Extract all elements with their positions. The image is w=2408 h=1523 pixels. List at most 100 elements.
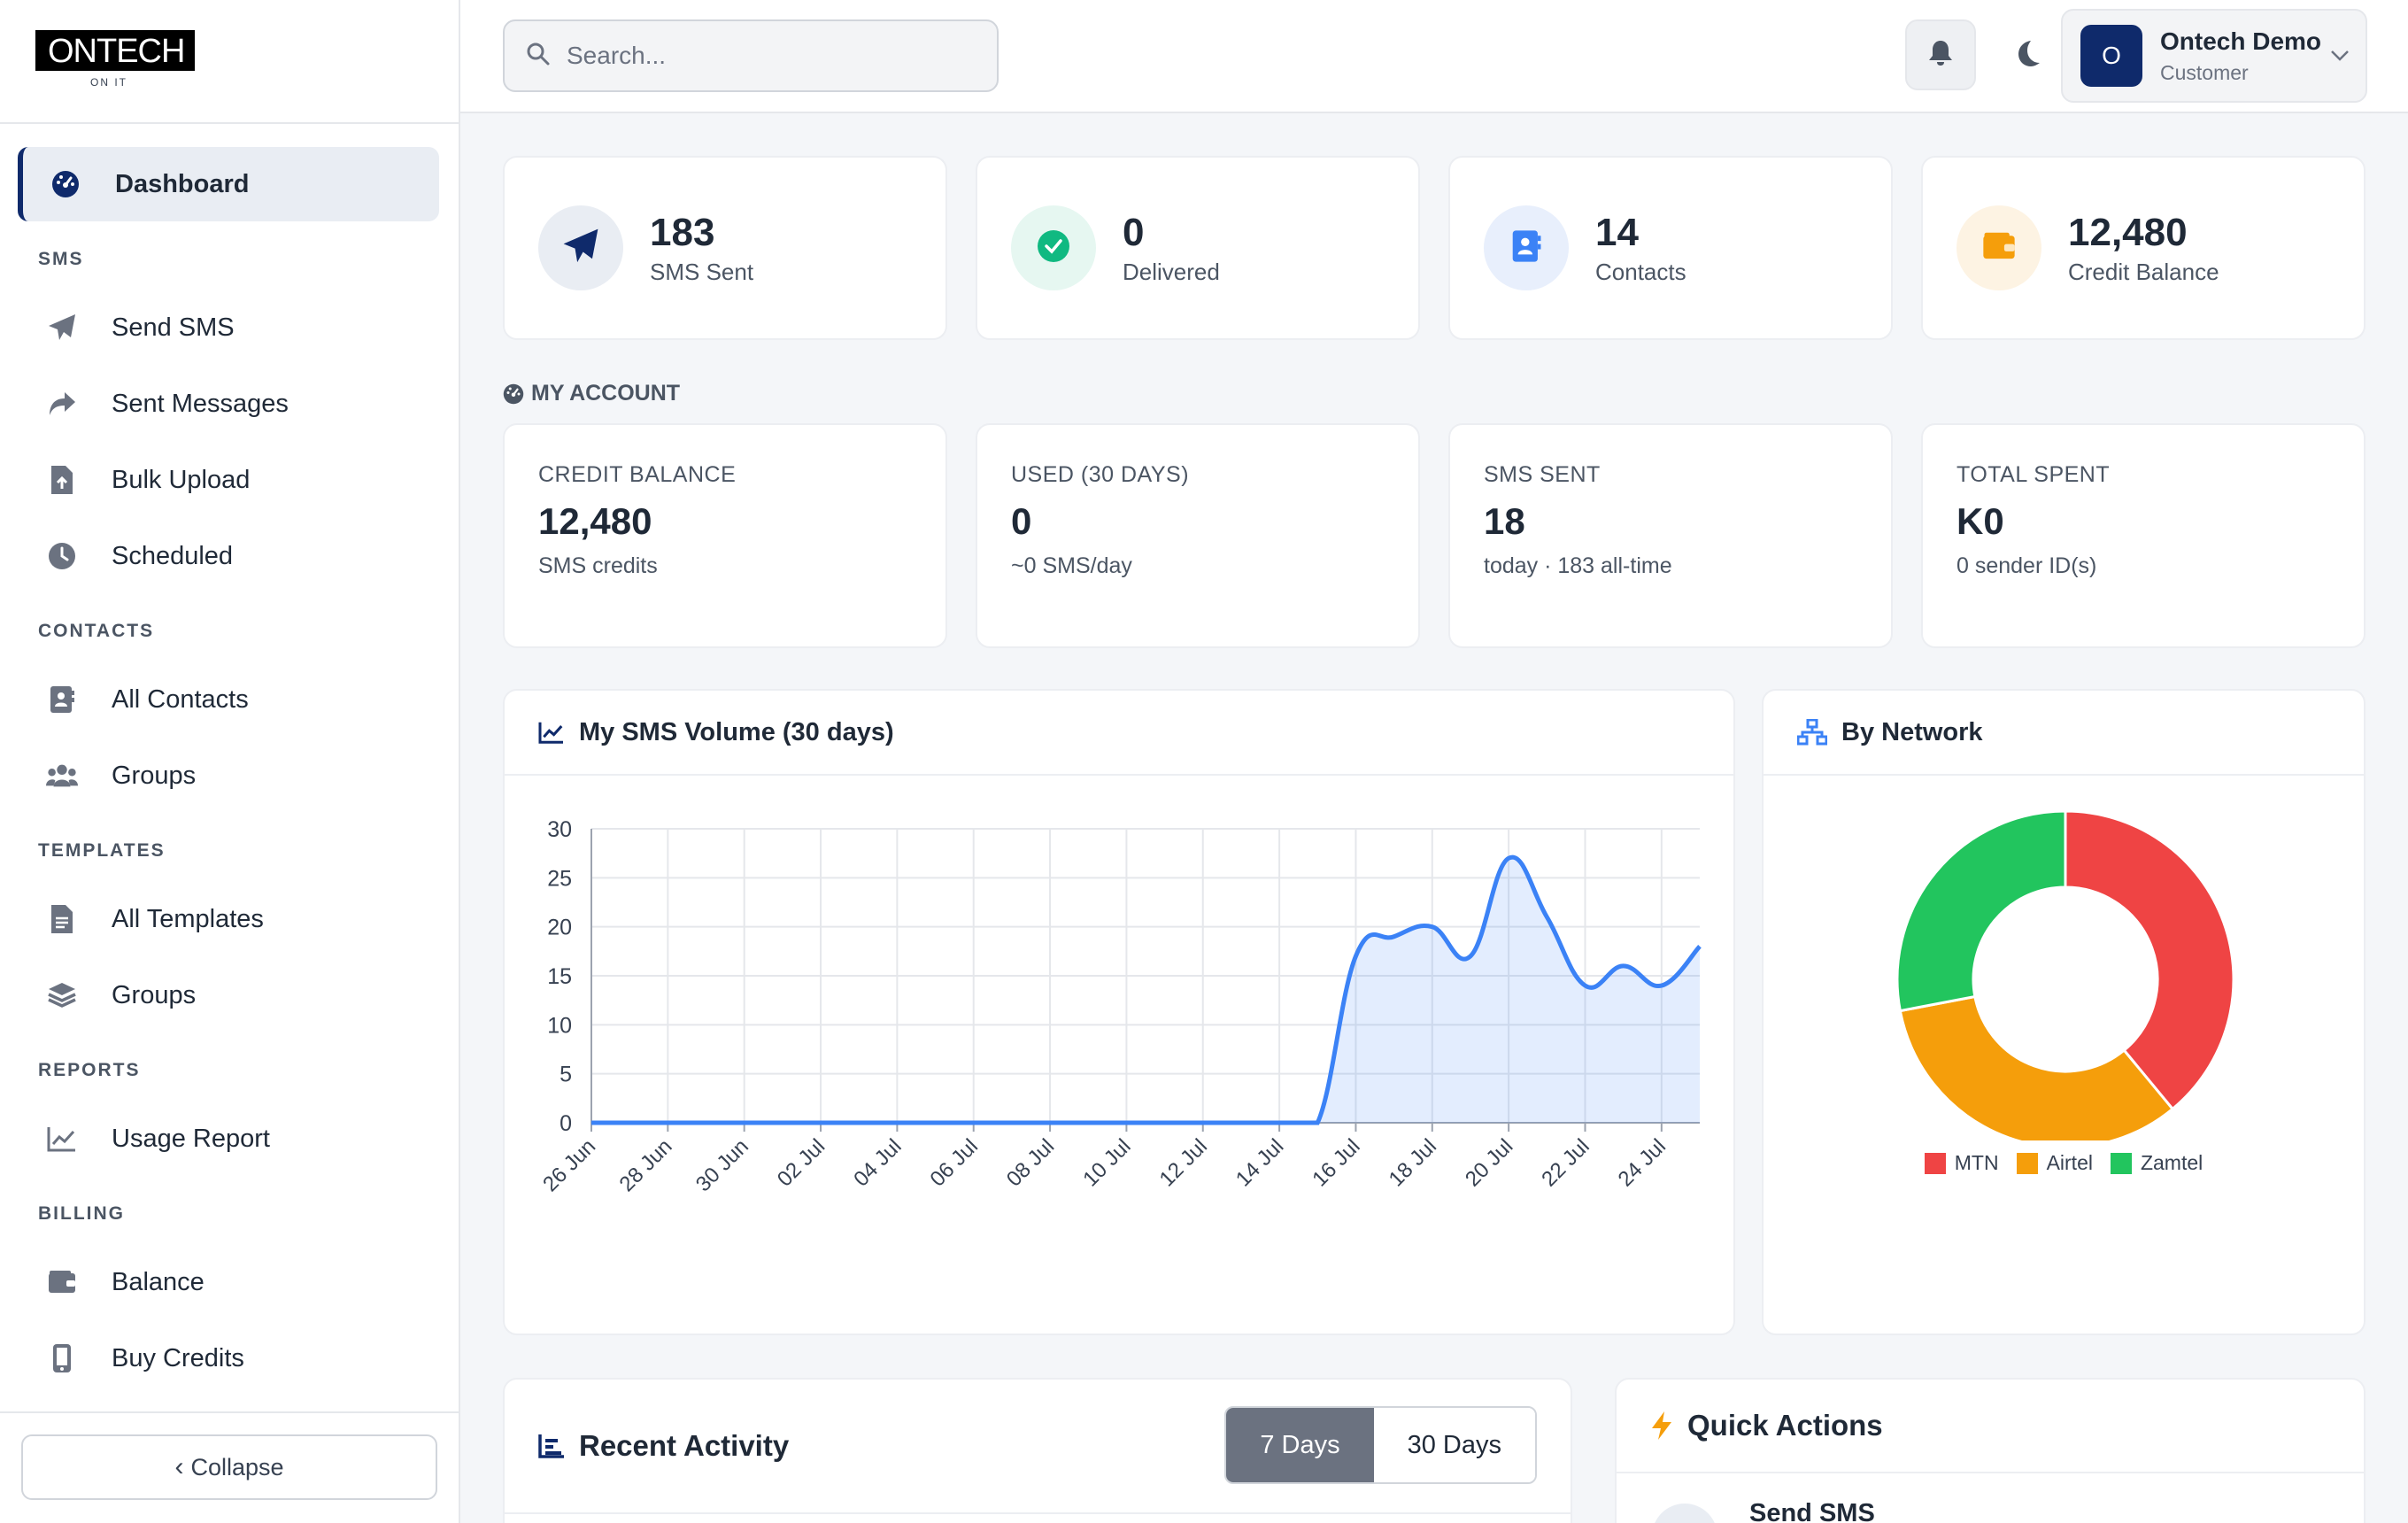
account-card-sub: 0 sender ID(s)	[1956, 553, 2097, 578]
legend-label: Zamtel	[2140, 1151, 2203, 1174]
sidebar-item-balance[interactable]: Balance	[18, 1245, 439, 1319]
sidebar-item-all-contacts[interactable]: All Contacts	[18, 662, 439, 737]
paper-plane-icon	[46, 312, 78, 344]
layers-icon	[46, 979, 78, 1011]
search-input[interactable]	[567, 42, 974, 70]
sidebar-item-sent-messages[interactable]: Sent Messages	[18, 367, 439, 441]
quick-action-send-sms[interactable]: Send SMS	[1652, 1499, 1875, 1523]
account-card-value: 18	[1484, 500, 1525, 542]
sidebar-item-label: Groups	[112, 980, 197, 1009]
quick-action-icon	[1652, 1504, 1717, 1523]
line-chart-icon	[538, 721, 565, 744]
account-card-label: CREDIT BALANCE	[538, 462, 737, 487]
notifications-button[interactable]	[1905, 19, 1976, 90]
y-tick-label: 15	[547, 964, 572, 989]
stat-label: Delivered	[1123, 258, 1220, 285]
sidebar-item-label: All Templates	[112, 904, 264, 933]
sidebar-item-send-sms[interactable]: Send SMS	[18, 290, 439, 365]
x-tick-label: 08 Jul	[1002, 1134, 1059, 1191]
account-card-label: USED (30 DAYS)	[1011, 462, 1190, 487]
panel-header: By Network	[1764, 691, 2364, 776]
account-card-used: USED (30 DAYS) 0 ~0 SMS/day	[976, 423, 1420, 648]
account-card-value: 0	[1011, 500, 1032, 542]
sidebar-item-bulk-upload[interactable]: Bulk Upload	[18, 443, 439, 517]
legend-item[interactable]: MTN	[1924, 1151, 1999, 1175]
sidebar-item-label: All Contacts	[112, 684, 249, 714]
theme-toggle-button[interactable]	[1992, 19, 2063, 90]
stat-icon-bg	[1956, 205, 2041, 290]
x-tick-label: 30 Jun	[691, 1134, 753, 1196]
bolt-icon	[1650, 1411, 1673, 1441]
account-card-total-spent: TOTAL SPENT K0 0 sender ID(s)	[1921, 423, 2366, 648]
stat-value: 0	[1123, 210, 1145, 254]
sidebar-item-dashboard[interactable]: Dashboard	[18, 147, 439, 221]
legend-swatch	[1924, 1152, 1946, 1174]
y-tick-label: 10	[547, 1013, 572, 1038]
stat-card-delivered: 0 Delivered	[976, 156, 1420, 340]
y-tick-label: 30	[547, 817, 572, 842]
collapse-label: Collapse	[190, 1453, 284, 1480]
sidebar-item-buy-credits[interactable]: Buy Credits	[18, 1321, 439, 1395]
y-tick-label: 25	[547, 866, 572, 891]
avatar: O	[2080, 25, 2142, 87]
check-circle-icon	[1037, 229, 1070, 267]
sidebar-item-usage-report[interactable]: Usage Report	[18, 1102, 439, 1176]
stat-icon-bg	[1011, 205, 1096, 290]
donut-slice	[1898, 994, 2175, 1140]
stat-label: SMS Sent	[650, 258, 754, 285]
panel-title: My SMS Volume (30 days)	[579, 717, 894, 746]
wallet-icon	[1981, 230, 2017, 267]
sidebar-footer: ‹ Collapse	[0, 1411, 459, 1523]
stat-icon-bg	[538, 205, 623, 290]
legend-item[interactable]: Airtel	[2016, 1151, 2093, 1175]
nav-section-templates: TEMPLATES	[38, 840, 166, 861]
panel-title: Recent Activity	[579, 1429, 790, 1462]
nav-section-billing: BILLING	[38, 1203, 125, 1224]
x-tick-label: 04 Jul	[849, 1134, 906, 1191]
series-area	[591, 857, 1700, 1123]
sidebar-item-label: Buy Credits	[112, 1343, 244, 1372]
user-name: Ontech Demo	[2160, 27, 2322, 55]
legend-item[interactable]: Zamtel	[2110, 1151, 2203, 1175]
x-tick-label: 20 Jul	[1461, 1134, 1517, 1191]
account-card-sub: ~0 SMS/day	[1011, 553, 1132, 578]
tab-7-days[interactable]: 7 Days	[1226, 1408, 1374, 1482]
stat-value: 14	[1595, 210, 1639, 254]
gauge-icon	[50, 168, 81, 200]
sidebar-item-contact-groups[interactable]: Groups	[18, 738, 439, 813]
y-tick-label: 0	[560, 1111, 572, 1136]
logo[interactable]: ONTECH ON IT	[0, 0, 459, 124]
my-account-title: MY ACCOUNT	[531, 381, 681, 406]
top-header: O Ontech Demo Customer	[460, 0, 2408, 113]
legend-label: Airtel	[2046, 1151, 2093, 1174]
legend-swatch	[2016, 1152, 2038, 1174]
y-tick-label: 20	[547, 916, 572, 940]
bell-icon	[1927, 39, 1954, 72]
sidebar-item-all-templates[interactable]: All Templates	[18, 882, 439, 956]
sidebar-item-label: Usage Report	[112, 1124, 270, 1153]
sidebar-item-label: Groups	[112, 761, 197, 790]
sidebar-item-label: Bulk Upload	[112, 465, 251, 494]
tab-30-days[interactable]: 30 Days	[1373, 1408, 1535, 1482]
logo-tagline: ON IT	[90, 76, 127, 89]
sidebar-item-template-groups[interactable]: Groups	[18, 958, 439, 1032]
my-account-heading: MY ACCOUNT	[503, 381, 680, 406]
nav-section-contacts: CONTACTS	[38, 621, 155, 641]
account-card-credit-balance: CREDIT BALANCE 12,480 SMS credits	[503, 423, 947, 648]
sidebar-item-label: Send SMS	[112, 313, 235, 342]
collapse-button[interactable]: ‹ Collapse	[21, 1434, 437, 1500]
donut-slice	[2064, 809, 2235, 1111]
chevron-down-icon	[2330, 50, 2350, 66]
stat-value: 183	[650, 210, 715, 254]
search-box[interactable]	[503, 19, 999, 92]
stat-label: Contacts	[1595, 258, 1686, 285]
sidebar-item-scheduled[interactable]: Scheduled	[18, 519, 439, 593]
moon-icon	[2013, 39, 2041, 72]
account-card-value: 12,480	[538, 500, 652, 542]
share-arrow-icon	[46, 388, 78, 420]
nav-section-reports: REPORTS	[38, 1060, 141, 1080]
user-menu[interactable]: O Ontech Demo Customer	[2061, 9, 2367, 103]
sms-volume-panel: My SMS Volume (30 days) 0 5 10 15 20 25 30 26 J…	[503, 689, 1735, 1335]
y-tick-label: 5	[560, 1063, 572, 1087]
account-card-label: TOTAL SPENT	[1956, 462, 2111, 487]
